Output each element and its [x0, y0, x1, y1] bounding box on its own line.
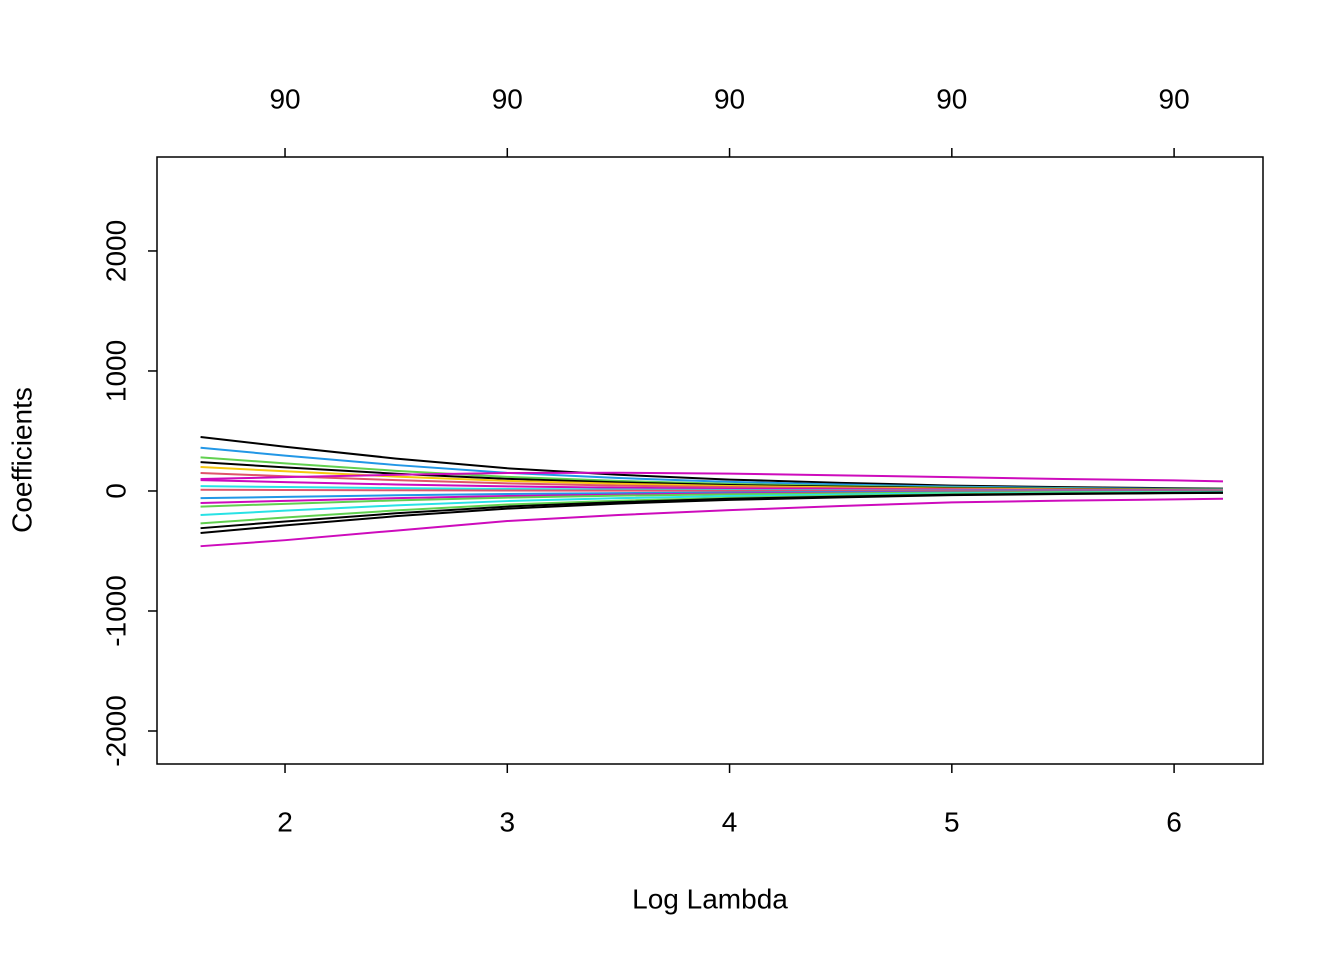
y-tick-label: 2000: [100, 220, 131, 282]
top-tick-label: 90: [492, 83, 523, 114]
top-tick-label: 90: [936, 83, 967, 114]
x-tick-label: 5: [944, 806, 960, 837]
x-axis-label: Log Lambda: [632, 883, 788, 914]
coefficient-path: [200, 491, 1223, 534]
plot-frame: [156, 156, 1264, 765]
coefficient-path: [200, 497, 1224, 548]
top-tick-label: 90: [269, 83, 300, 114]
coefficient-path: [200, 471, 1224, 483]
y-tick-label: -1000: [100, 575, 131, 647]
top-tick-label: 90: [714, 83, 745, 114]
y-axis-label: Coefficients: [6, 387, 37, 533]
top-tick-label: 90: [1159, 83, 1190, 114]
x-tick-label: 2: [277, 806, 293, 837]
y-tick-label: -2000: [100, 695, 131, 767]
y-tick-label: 0: [100, 483, 131, 499]
x-tick-label: 4: [722, 806, 738, 837]
y-tick-label: 1000: [100, 340, 131, 402]
x-tick-label: 6: [1166, 806, 1182, 837]
x-tick-label: 3: [500, 806, 516, 837]
